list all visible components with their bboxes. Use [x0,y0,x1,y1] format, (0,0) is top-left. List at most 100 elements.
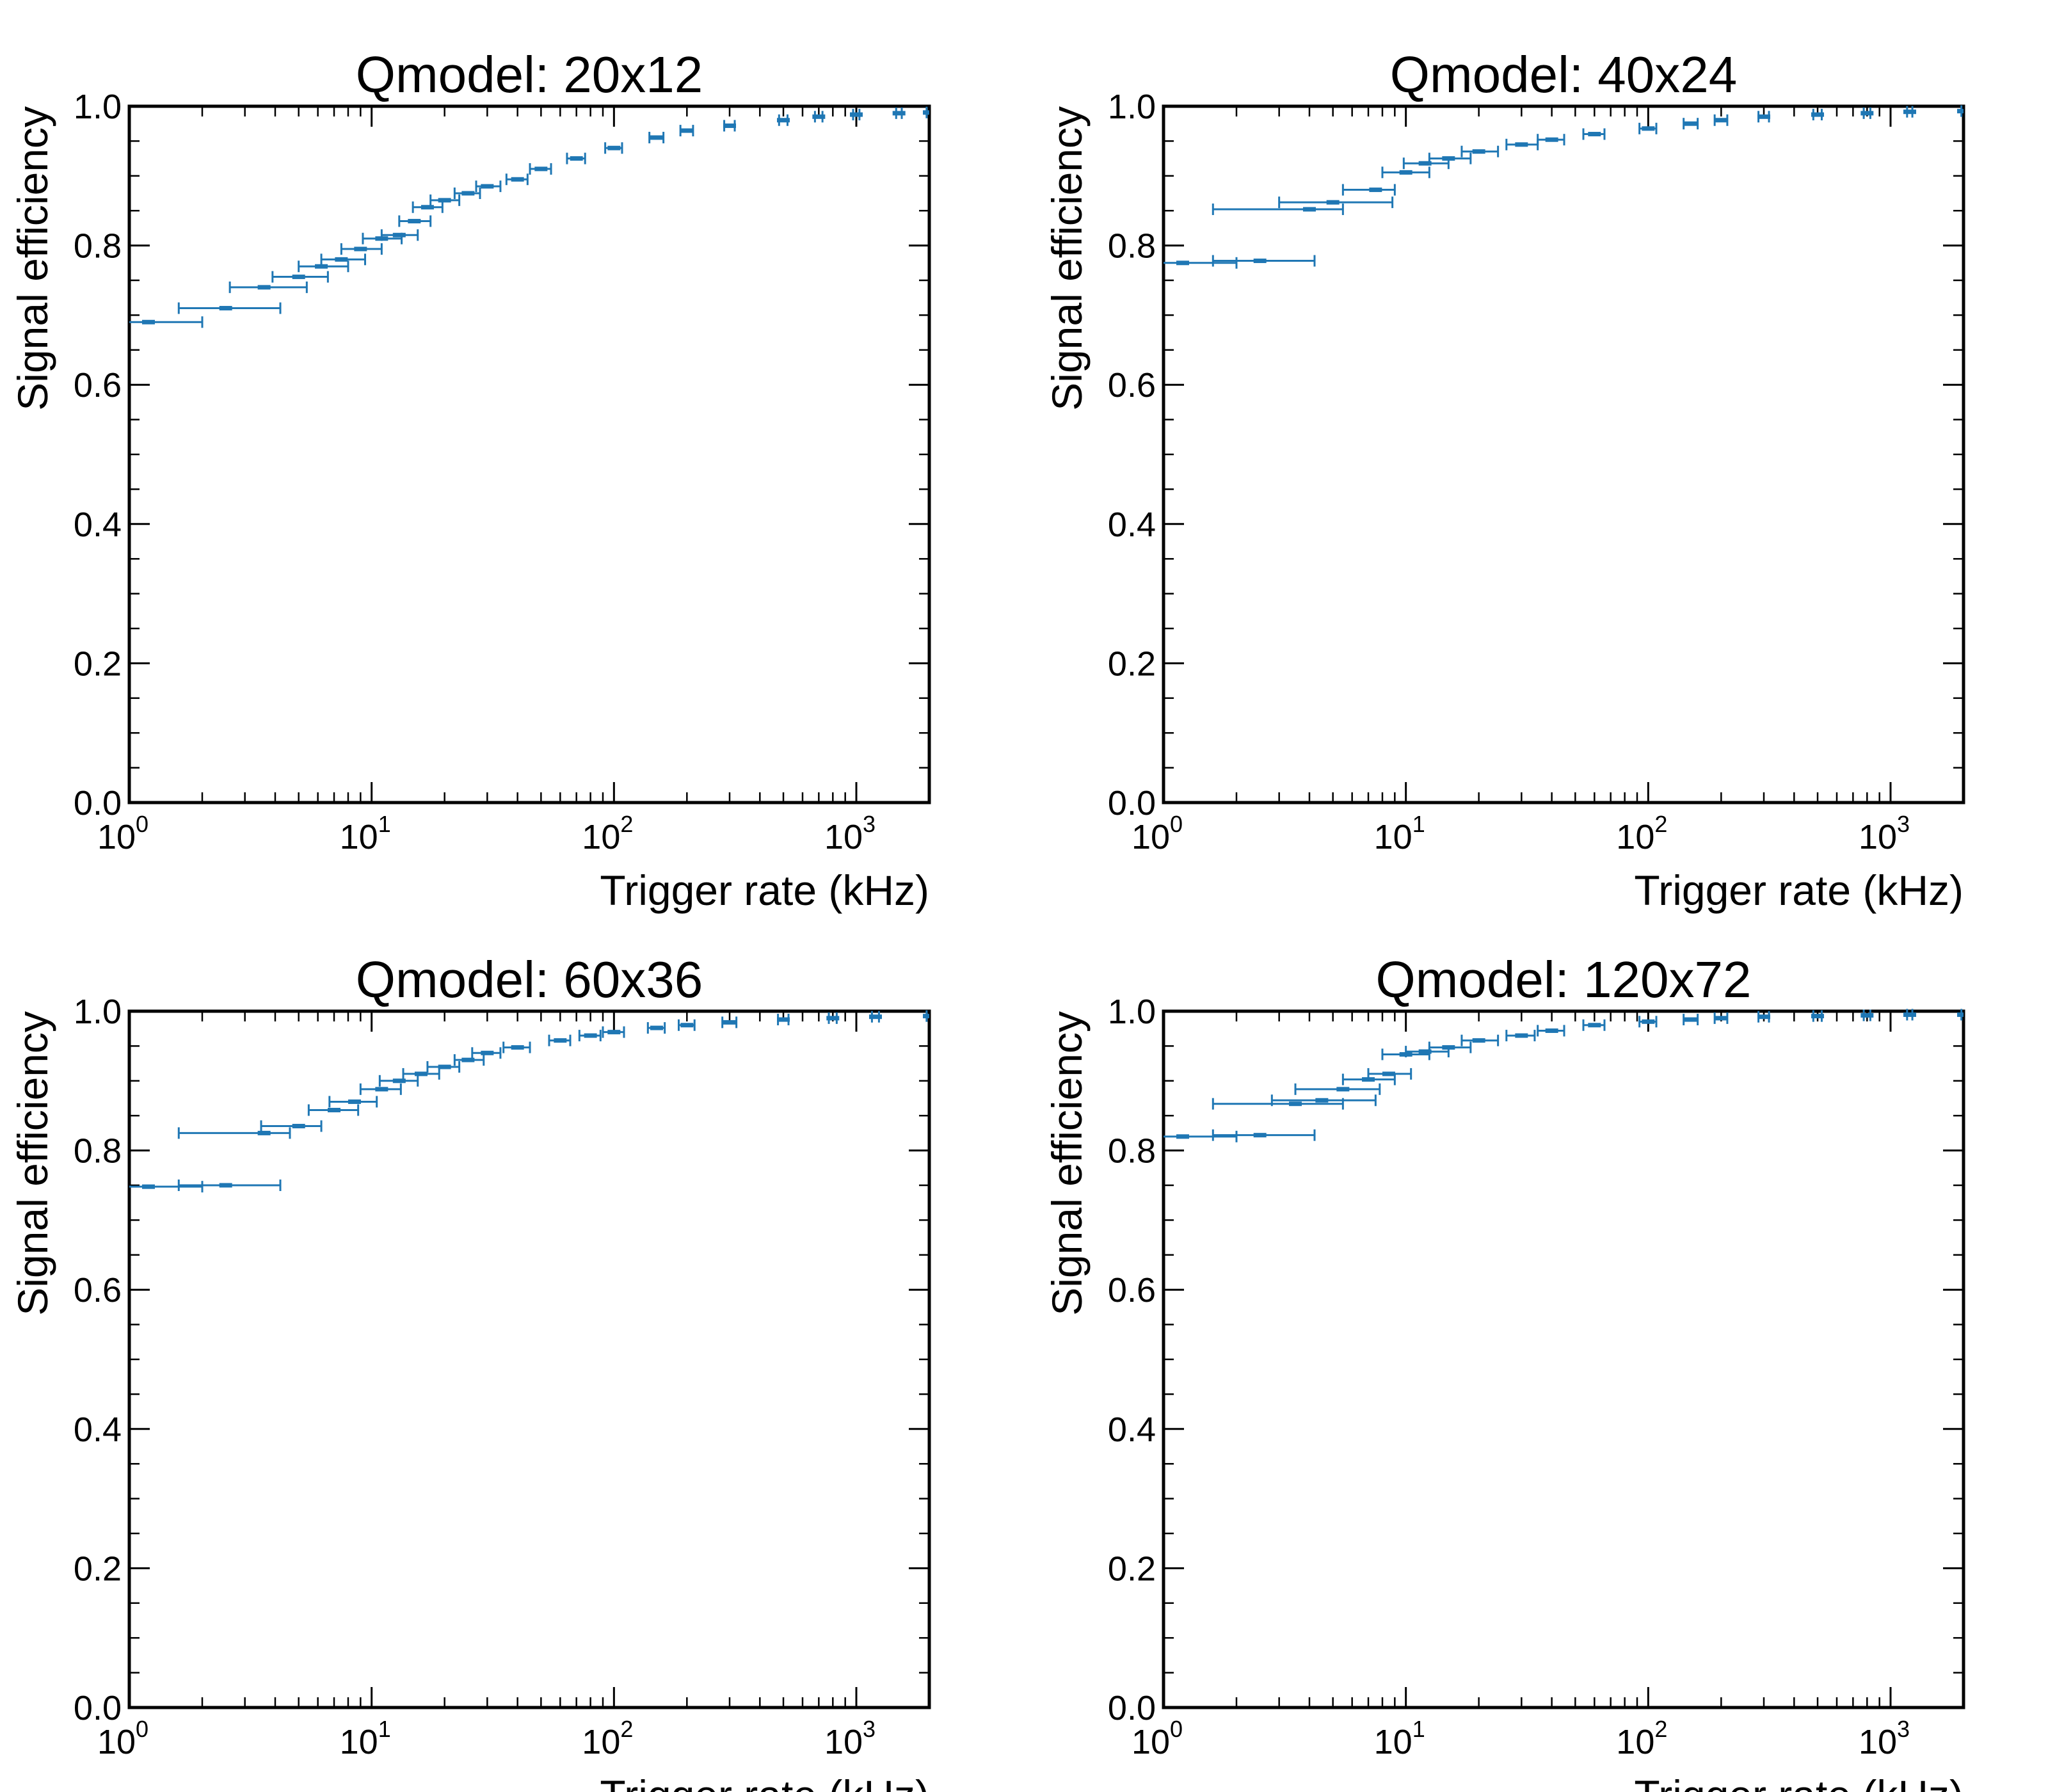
x-tick-base: 10 [1859,1723,1897,1761]
data-point [1638,122,1658,134]
x-tick-base: 10 [1616,1723,1654,1761]
data-point [1505,1030,1536,1042]
data-marker [375,1087,388,1092]
data-point [1683,1014,1699,1026]
data-point [1582,128,1606,140]
data-point [260,1120,323,1132]
data-point [721,1016,738,1028]
data-point [271,271,329,283]
y-tick-label: 0.2 [1108,1549,1156,1588]
y-tick-label: 0.6 [74,366,122,404]
data-marker [292,275,305,280]
x-tick-base: 10 [824,1723,863,1761]
x-tick-base: 10 [340,818,378,856]
data-marker [1588,1023,1601,1028]
data-point [826,1012,840,1024]
data-point [548,1034,572,1046]
data-marker [141,319,155,324]
x-tick-label: 102 [1616,1716,1667,1761]
chart-title: Qmodel: 40x24 [1390,46,1738,103]
x-tick-label: 100 [97,811,148,856]
y-tick-label: 0.2 [74,1549,122,1588]
data-marker [534,166,548,172]
data-marker [1957,1012,1964,1017]
data-marker [723,1020,737,1025]
data-point [1903,106,1916,118]
data-point [380,229,419,241]
data-marker [1442,1045,1455,1050]
data-point [1903,1009,1916,1021]
data-point [850,109,863,121]
data-marker [1399,170,1412,175]
data-marker [1642,1019,1655,1024]
data-marker [257,1130,271,1135]
x-axis-label: Trigger rate (kHz) [600,867,929,914]
data-point [1957,105,1964,117]
data-point [402,1068,440,1080]
data-marker [392,1078,406,1084]
data-marker [420,205,434,210]
data-marker [650,135,664,140]
x-tick-label: 100 [1132,811,1183,856]
data-marker [1715,118,1728,123]
data-point [1381,166,1430,179]
x-axis-label: Trigger rate (kHz) [600,1772,929,1792]
y-tick-label: 0.0 [1108,1689,1156,1727]
data-point [340,243,383,255]
x-tick-exponent: 3 [863,1716,876,1742]
data-point [678,1019,696,1031]
data-marker [777,118,790,123]
chart-title: Qmodel: 20x12 [356,46,703,103]
data-point [868,1011,882,1023]
data-series [129,106,929,328]
y-axis-label: Signal efficiency [1043,106,1091,411]
data-marker [1472,149,1485,154]
data-marker [1315,1098,1329,1103]
x-tick-base: 10 [1132,1723,1170,1761]
data-marker [1903,109,1916,115]
data-point [359,1083,402,1095]
data-marker [1715,1016,1728,1021]
x-axis-label: Trigger rate (kHz) [1634,867,1964,914]
data-marker [607,145,621,150]
data-marker [1302,207,1316,212]
data-point [505,173,529,186]
data-marker [1860,111,1874,116]
data-marker [1176,260,1189,266]
data-marker [812,114,826,119]
data-marker [1684,1017,1698,1022]
y-tick-label: 0.6 [74,1271,122,1309]
data-marker [1957,109,1964,114]
data-marker [511,177,524,182]
data-point [1713,114,1729,126]
data-marker [257,285,271,290]
data-marker [1418,1049,1432,1054]
data-point [1460,1034,1500,1046]
data-marker [1336,1087,1350,1092]
data-marker [219,306,232,311]
y-tick-label: 0.8 [74,227,122,266]
data-point [502,1041,531,1053]
data-point [426,1061,461,1073]
data-point [475,180,502,193]
data-point [1811,1010,1825,1022]
x-tick-base: 10 [824,818,863,856]
data-marker [348,1099,361,1104]
data-marker [392,232,406,237]
data-marker [607,1030,621,1035]
data-point [1270,1094,1377,1107]
x-axis-label: Trigger rate (kHz) [1634,1772,1964,1792]
data-point [679,125,694,137]
data-point [1537,1025,1565,1037]
x-tick-label: 101 [1374,811,1425,856]
y-tick-label: 0.8 [74,1132,122,1171]
data-point [177,1180,282,1191]
data-marker [1289,1101,1302,1107]
data-marker [680,1023,694,1028]
data-point [1405,1046,1450,1058]
x-tick-exponent: 1 [378,811,391,837]
y-axis-label: Signal efficiency [9,1011,56,1316]
data-point [412,201,444,213]
data-point [1713,1012,1729,1024]
